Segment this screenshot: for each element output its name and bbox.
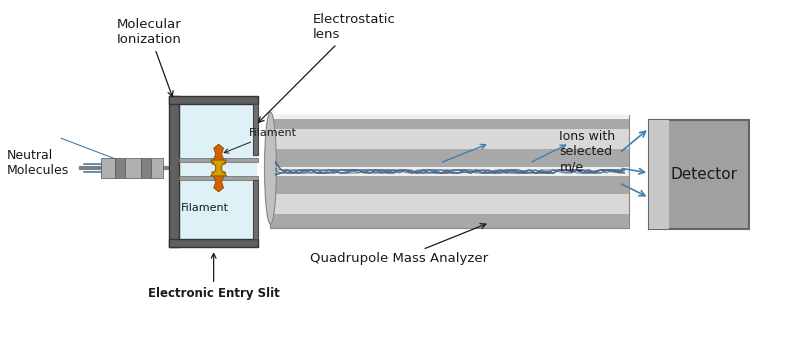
Polygon shape [270,129,630,149]
Polygon shape [210,160,226,176]
Polygon shape [270,214,630,227]
Text: Quadrupole Mass Analyzer: Quadrupole Mass Analyzer [310,224,489,265]
Polygon shape [178,158,258,162]
Polygon shape [649,120,669,229]
Polygon shape [270,194,630,214]
Polygon shape [270,116,630,129]
Text: Electrostatic
lens: Electrostatic lens [258,13,395,122]
Polygon shape [125,158,141,178]
Polygon shape [270,167,630,176]
Polygon shape [253,103,258,155]
Text: Neutral
Molecules: Neutral Molecules [6,149,69,177]
Polygon shape [649,120,749,229]
Polygon shape [169,96,178,247]
Polygon shape [169,96,258,103]
Text: Electronic Entry Slit: Electronic Entry Slit [148,253,279,300]
Polygon shape [212,172,226,192]
Polygon shape [169,239,258,247]
Polygon shape [141,158,151,178]
Polygon shape [101,158,115,178]
Polygon shape [270,116,630,119]
Polygon shape [253,180,258,239]
Text: Detector: Detector [670,167,738,182]
Polygon shape [270,149,630,167]
Text: Molecular
Ionization: Molecular Ionization [117,18,182,97]
Polygon shape [178,176,258,180]
Polygon shape [151,158,163,178]
Polygon shape [115,158,125,178]
Polygon shape [178,103,257,239]
Text: Filament: Filament [181,203,229,213]
Polygon shape [212,144,226,164]
Text: Ions with
selected
m/e: Ions with selected m/e [559,130,615,173]
Text: Filament: Filament [224,128,297,153]
Polygon shape [270,176,630,194]
Ellipse shape [265,112,277,224]
